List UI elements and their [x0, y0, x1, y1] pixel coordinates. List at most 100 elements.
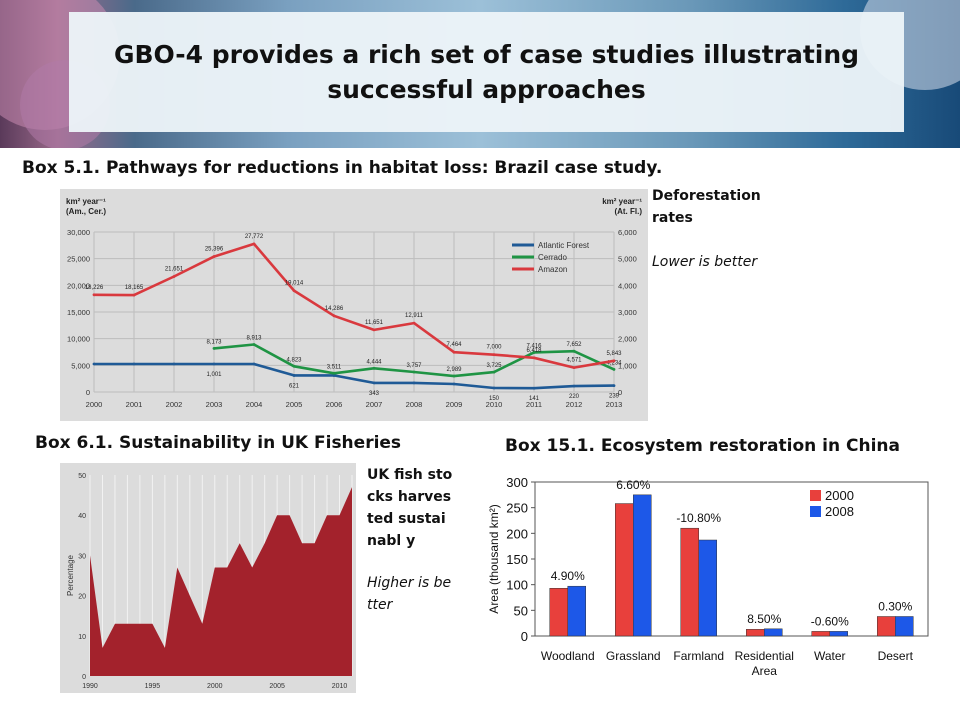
- data-point: [532, 351, 536, 354]
- data-point: [292, 289, 296, 292]
- left-tick-label: 0: [86, 388, 90, 397]
- y-tick-label: 150: [506, 552, 528, 567]
- data-point: [332, 374, 336, 377]
- data-label: 12,911: [405, 313, 424, 319]
- left-tick-label: 20,000: [67, 281, 90, 290]
- box1-heading: Box 5.1. Pathways for reductions in habi…: [22, 158, 663, 178]
- data-label: 7,464: [446, 342, 462, 348]
- data-point: [92, 293, 96, 297]
- x-tick-label: 2005: [269, 683, 285, 690]
- x-tick-label: 2010: [332, 683, 348, 690]
- change-annotation: 4.90%: [551, 569, 585, 583]
- left-axis-label: km² year⁻¹: [66, 197, 106, 206]
- x-tick-label: Desert: [878, 649, 914, 663]
- x-tick-label: 2011: [526, 400, 542, 409]
- bar-2000: [615, 503, 634, 637]
- area-series: [90, 487, 352, 676]
- data-label: 6,418: [526, 348, 542, 354]
- china-restoration-chart: 0 50 100 150 200 250 300 Area (thousand km²) 4.9…: [487, 475, 929, 678]
- data-point: [612, 368, 616, 371]
- data-label: 3,725: [486, 363, 502, 369]
- data-label: 27,772: [245, 234, 264, 240]
- data-point: [372, 328, 376, 332]
- box1-note-sub: Lower is better: [652, 254, 758, 270]
- right-tick-label: 1,000: [618, 361, 637, 370]
- legend-swatch: [810, 490, 821, 501]
- x-tick-label: 2008: [406, 400, 423, 409]
- x-tick-label: Grassland: [606, 649, 661, 663]
- right-tick-label: 2,000: [618, 335, 637, 344]
- data-point: [452, 350, 456, 354]
- legend-swatch: [810, 506, 821, 517]
- legend-label: 2000: [825, 488, 854, 503]
- box2-note-sub: Higher is better: [367, 575, 452, 613]
- y-axis-label: Percentage: [66, 554, 75, 595]
- left-tick-label: 5,000: [71, 361, 90, 370]
- right-tick-label: 0: [618, 388, 622, 397]
- bar-2008: [829, 631, 848, 637]
- x-tick-label: Woodland: [541, 649, 595, 663]
- x-tick-label: 2000: [207, 683, 223, 690]
- data-label: 150: [489, 396, 500, 402]
- right-tick-label: 4,000: [618, 281, 637, 290]
- slide-title: GBO-4 provides a rich set of case studie…: [113, 40, 860, 104]
- data-label: 7,652: [566, 342, 582, 348]
- data-label: 19,014: [285, 281, 304, 287]
- data-point: [412, 321, 416, 325]
- box2-heading: Box 6.1. Sustainability in UK Fisheries: [35, 433, 402, 453]
- data-label: 8,913: [246, 335, 262, 341]
- left-axis-sub: (Am., Cer.): [66, 207, 106, 216]
- data-label: 239: [609, 394, 620, 400]
- bar-2008: [567, 585, 586, 637]
- data-label: 2,989: [446, 367, 462, 373]
- data-point: [492, 353, 496, 357]
- box1-note: Deforestation rates Lower is better: [652, 185, 772, 273]
- data-label: 18,165: [125, 285, 144, 291]
- left-tick-label: 10,000: [67, 335, 90, 344]
- legend-label: Cerrado: [538, 253, 567, 262]
- y-tick-label: 40: [78, 513, 86, 520]
- x-tick-label: Water: [814, 649, 846, 663]
- x-tick-label: 2001: [126, 400, 143, 409]
- x-tick-label: 2010: [486, 400, 503, 409]
- bar-2008: [895, 616, 914, 637]
- y-tick-label: 20: [78, 594, 86, 601]
- data-point: [572, 366, 576, 370]
- legend-label: 2008: [825, 504, 854, 519]
- data-point: [372, 381, 376, 385]
- legend-label: Amazon: [538, 265, 567, 274]
- data-point: [452, 374, 456, 378]
- y-tick-label: 30: [78, 553, 86, 560]
- bar-2000: [549, 588, 568, 637]
- title-box: GBO-4 provides a rich set of case studie…: [69, 12, 904, 132]
- data-label: 621: [289, 383, 300, 389]
- y-tick-label: 300: [506, 475, 528, 490]
- data-point: [452, 382, 456, 386]
- data-label: 4,234: [606, 360, 622, 366]
- y-tick-label: 100: [506, 578, 528, 593]
- data-label: 220: [569, 394, 580, 400]
- x-tick-label: 1990: [82, 683, 98, 690]
- change-annotation: 6.60%: [616, 478, 650, 492]
- data-label: 3,511: [327, 364, 342, 370]
- data-label: 5,843: [606, 351, 622, 357]
- bar-2008: [633, 494, 652, 637]
- change-annotation: 0.30%: [878, 599, 912, 613]
- y-tick-label: 250: [506, 501, 528, 516]
- data-label: 7,000: [486, 345, 502, 351]
- data-point: [212, 255, 216, 258]
- bar-2000: [877, 616, 896, 637]
- x-tick-label: 2005: [286, 400, 303, 409]
- right-axis-sub: (At. Fl.): [614, 207, 642, 216]
- x-tick-label: Farmland: [673, 649, 724, 663]
- x-tick-label: 2002: [166, 400, 183, 409]
- bar-2000: [680, 527, 699, 637]
- change-annotation: -10.80%: [676, 511, 721, 525]
- data-label: 4,571: [566, 358, 582, 364]
- x-tick-label: 2004: [246, 400, 263, 409]
- x-tick-label: 1995: [145, 683, 161, 690]
- x-tick-label: Residential: [735, 649, 794, 663]
- y-tick-label: 50: [514, 603, 528, 618]
- right-tick-label: 6,000: [618, 228, 637, 237]
- left-tick-label: 25,000: [67, 255, 90, 264]
